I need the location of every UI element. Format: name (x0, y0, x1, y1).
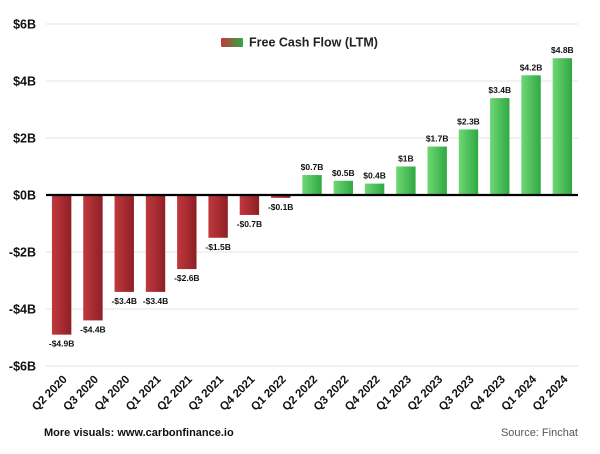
bar (51, 195, 72, 335)
bar (239, 195, 260, 215)
footer-credit: More visuals: www.carbonfinance.io (44, 427, 234, 439)
bars (51, 58, 573, 335)
bar (302, 175, 322, 195)
bar (490, 98, 510, 195)
bar-data-label: -$3.4B (111, 296, 137, 306)
footer-source: Source: Finchat (500, 427, 578, 439)
y-tick-label: -$6B (9, 360, 36, 374)
y-tick-label: $4B (13, 75, 36, 89)
bar-data-label: $2.3B (457, 116, 480, 126)
bar (396, 166, 416, 195)
y-tick-label: -$2B (9, 246, 36, 260)
bar-data-label: -$0.1B (268, 202, 294, 212)
y-tick-label: $6B (13, 18, 36, 32)
bar (364, 183, 385, 195)
bar-data-label: -$4.4B (80, 324, 106, 334)
legend: Free Cash Flow (LTM) (221, 36, 378, 50)
gridlines (46, 23, 578, 367)
bar-data-label: $0.4B (363, 171, 386, 181)
bar (114, 195, 134, 292)
bar-data-label: -$0.7B (237, 219, 263, 229)
bar-data-label: -$3.4B (143, 296, 169, 306)
bar-data-label: $1B (398, 154, 414, 164)
bar-data-label: -$2.6B (174, 273, 200, 283)
bar-data-label: $1.7B (426, 134, 449, 144)
bar (271, 195, 291, 198)
bar-data-label: $4.2B (520, 62, 543, 72)
bar (427, 146, 447, 195)
bar-data-label: $4.8B (551, 45, 574, 55)
bar (521, 75, 541, 195)
bar (333, 180, 353, 195)
x-tick-label: Q2 2024 (531, 373, 571, 413)
bar-data-label: -$1.5B (205, 242, 231, 252)
bar-data-label: $3.4B (488, 85, 511, 95)
bar (458, 129, 479, 195)
y-axis-tick-labels: -$6B -$4B -$2B $0B $2B $4B $6B (9, 18, 36, 374)
y-tick-label: $0B (13, 189, 36, 203)
y-tick-label: -$4B (9, 303, 36, 317)
bar (552, 58, 573, 196)
bar-data-label: -$4.9B (49, 339, 75, 349)
bar-data-labels: -$4.9B -$4.4B -$3.4B -$3.4B -$2.6B -$1.5B -$0.… (49, 45, 574, 348)
bar-data-label: $0.5B (332, 168, 355, 178)
legend-label: Free Cash Flow (LTM) (249, 36, 378, 50)
y-tick-label: $2B (13, 132, 36, 146)
bar (208, 195, 228, 238)
bar (145, 195, 166, 292)
bar (177, 195, 197, 270)
bar (83, 195, 103, 321)
bar-data-label: $0.7B (301, 162, 324, 172)
legend-swatch (221, 38, 243, 47)
